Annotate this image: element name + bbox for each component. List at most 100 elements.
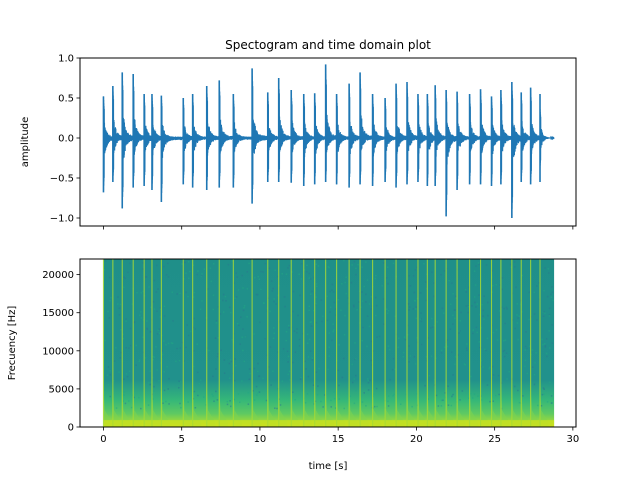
low-frequency-burst — [446, 387, 455, 427]
spectrogram-speckle — [543, 388, 545, 390]
spectrogram-speckle — [372, 393, 375, 395]
spectrogram-speckle — [386, 266, 389, 269]
spectrogram-speckle — [203, 396, 205, 398]
spectrogram-speckle — [142, 268, 144, 270]
spectrogram-speckle — [167, 388, 169, 390]
spectrogram-background — [103, 259, 555, 427]
spectrogram-speckle — [222, 293, 225, 296]
spectrogram-speckle — [163, 315, 166, 317]
spectrogram-speckle — [482, 366, 484, 368]
spectrogram-speckle — [196, 371, 199, 374]
spectrogram-speckle — [279, 404, 282, 406]
spectrogram-speckle — [387, 345, 390, 347]
spectrogram-speckle — [449, 328, 452, 330]
spectrogram-speckle — [120, 351, 122, 354]
spectrogram-speckle — [171, 342, 174, 345]
spectrogram-speckle — [408, 361, 410, 363]
time-domain-plot — [102, 64, 555, 218]
spectrogram-speckle — [382, 262, 385, 264]
spectrogram-speckle — [198, 382, 201, 385]
spectrogram-speckle — [107, 383, 110, 386]
spectrogram-speckle — [489, 400, 491, 403]
spectrogram-speckle — [544, 346, 547, 348]
spectrogram-speckle — [454, 356, 457, 358]
spectrogram-speckle — [427, 398, 430, 400]
spectrogram-speckle — [513, 261, 516, 263]
spectrogram-speckle — [179, 381, 182, 383]
spectrogram-speckle — [462, 387, 465, 390]
spectrogram-speckle — [473, 296, 476, 298]
spectrogram-speckle — [505, 306, 508, 309]
spectrogram-speckle — [296, 328, 298, 330]
spectrogram-speckle — [144, 357, 147, 359]
spectrogram-speckle — [311, 357, 314, 359]
spectrogram-speckle — [187, 334, 190, 337]
spectrogram-speckle — [316, 393, 319, 396]
spectrogram-speckle — [180, 406, 182, 409]
spectrogram-speckle — [155, 345, 157, 348]
x-tick-label: 15 — [332, 434, 345, 445]
y-tick-label: 20000 — [42, 270, 74, 281]
spectrogram-speckle — [376, 336, 378, 338]
spectrogram-speckle — [392, 262, 395, 265]
spectrogram-speckle — [403, 351, 405, 354]
spectrogram-speckle — [188, 277, 190, 280]
spectrogram-speckle — [162, 402, 164, 404]
spectrogram-speckle — [236, 276, 239, 278]
low-frequency-burst — [491, 387, 501, 427]
top-y-ticks: 1.0 0.5 0.0 −0.5 −1.0 — [50, 54, 80, 225]
spectrogram-speckle — [230, 311, 232, 314]
spectrogram-speckle — [153, 279, 156, 282]
spectrogram-speckle — [548, 315, 551, 317]
spectrogram-speckle — [193, 317, 195, 320]
spectrogram-speckle — [242, 287, 244, 289]
spectrogram-speckle — [277, 294, 279, 297]
spectrogram-speckle — [165, 343, 167, 346]
spectrogram-speckle — [343, 357, 345, 360]
spectrogram-speckle — [146, 320, 148, 322]
spectrogram-speckle — [503, 355, 506, 358]
spectrogram-speckle — [387, 405, 390, 407]
spectrogram-speckle — [268, 267, 271, 270]
spectrogram-speckle — [300, 278, 303, 280]
spectrogram-speckle — [451, 395, 453, 398]
spectrogram-speckle — [292, 310, 294, 313]
spectrogram-speckle — [302, 389, 304, 391]
spectrogram-speckle — [457, 354, 459, 356]
spectrogram-speckle — [192, 296, 195, 298]
spectrogram-speckle — [355, 358, 357, 360]
spectrogram-speckle — [192, 365, 195, 368]
spectrogram-speckle — [115, 407, 118, 409]
spectrogram-speckle — [409, 285, 412, 287]
spectrogram-speckle — [551, 291, 554, 294]
spectrogram-speckle — [351, 381, 354, 384]
spectrogram-speckle — [416, 337, 418, 339]
low-frequency-burst — [500, 387, 510, 427]
spectrogram-speckle — [157, 329, 160, 331]
spectrogram-speckle — [260, 288, 262, 291]
spectrogram-speckle — [368, 303, 371, 305]
spectrogram-speckle — [427, 385, 430, 388]
spectrogram-speckle — [472, 332, 474, 335]
spectrogram — [102, 259, 555, 427]
spectrogram-speckle — [504, 322, 506, 325]
spectrogram-speckle — [351, 264, 353, 266]
spectrogram-speckle — [471, 397, 474, 399]
spectrogram-speckle — [368, 325, 371, 328]
spectrogram-speckle — [303, 269, 306, 271]
spectrogram-speckle — [107, 366, 110, 368]
spectrogram-speckle — [133, 396, 135, 399]
spectrogram-speckle — [362, 326, 364, 329]
spectrogram-speckle — [297, 314, 299, 317]
spectrogram-speckle — [288, 326, 290, 329]
spectrogram-speckle — [275, 303, 277, 305]
spectrogram-speckle — [476, 303, 479, 305]
spectrogram-speckle — [366, 279, 369, 281]
spectrogram-speckle — [367, 379, 369, 382]
spectrogram-speckle — [178, 386, 180, 389]
spectrogram-speckle — [116, 303, 119, 305]
spectrogram-speckle — [115, 347, 117, 349]
spectrogram-speckle — [158, 328, 160, 330]
spectrogram-speckle — [165, 400, 167, 403]
low-frequency-burst — [183, 387, 192, 427]
